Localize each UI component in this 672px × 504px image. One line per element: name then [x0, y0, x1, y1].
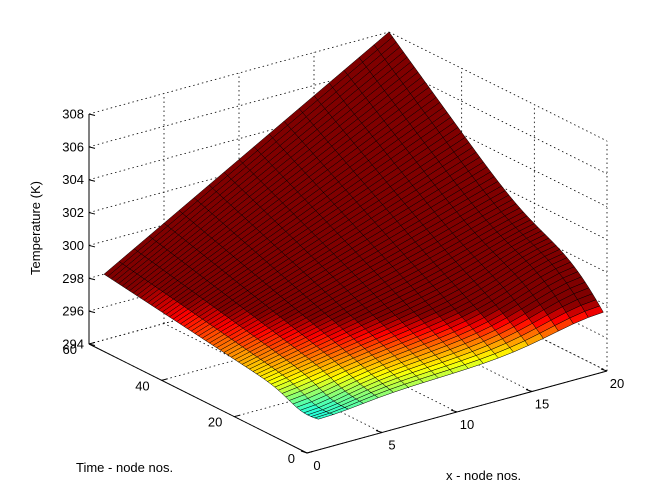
z-tick-mark [88, 146, 96, 149]
z-tick-label: 304 [62, 172, 84, 187]
y-axis-line [88, 343, 308, 454]
y-tick-mark [88, 341, 96, 345]
grid-line [388, 31, 608, 142]
z-tick-mark [88, 277, 96, 281]
x-tick-mark [525, 389, 533, 392]
z-tick-mark [88, 113, 96, 116]
z-tick-label: 306 [62, 139, 84, 154]
z-tick-label: 296 [62, 304, 84, 319]
z-tick-label: 300 [62, 238, 84, 253]
z-tick-mark [88, 310, 96, 314]
y-tick-label: 40 [135, 378, 149, 393]
x-tick-label: 15 [535, 397, 549, 412]
z-tick-label: 298 [62, 271, 84, 286]
x-tick-label: 10 [460, 417, 474, 432]
z-tick-mark [88, 179, 96, 182]
y-tick-mark [161, 378, 168, 381]
y-tick-label: 20 [208, 415, 222, 430]
z-tick-label: 308 [62, 107, 84, 122]
y-tick-mark [306, 450, 314, 454]
y-axis-label: Time - node nos. [76, 460, 173, 475]
tick-layer: 294 296 298 300 302 304 306 308 0 20 40 60 0 5 10 15 20 [62, 107, 624, 474]
y-tick-label: 60 [63, 342, 77, 357]
x-tick-label: 20 [610, 376, 624, 391]
x-tick-mark [375, 430, 383, 433]
z-tick-label: 302 [62, 205, 84, 220]
z-axis-label: Temperature (K) [28, 181, 43, 275]
y-tick-label: 0 [288, 451, 295, 466]
x-tick-mark [450, 409, 458, 413]
z-tick-mark [88, 212, 96, 215]
x-tick-label: 0 [313, 458, 320, 473]
z-tick-mark [88, 244, 96, 248]
surface-layer [103, 31, 604, 420]
x-tick-label: 5 [388, 438, 395, 453]
x-tick-mark [300, 450, 308, 454]
z-tick-label: 294 [62, 337, 84, 352]
y-tick-mark [234, 414, 241, 418]
x-tick-mark [600, 368, 608, 372]
x-axis-label: x - node nos. [446, 468, 521, 483]
surface-cell [314, 412, 334, 420]
